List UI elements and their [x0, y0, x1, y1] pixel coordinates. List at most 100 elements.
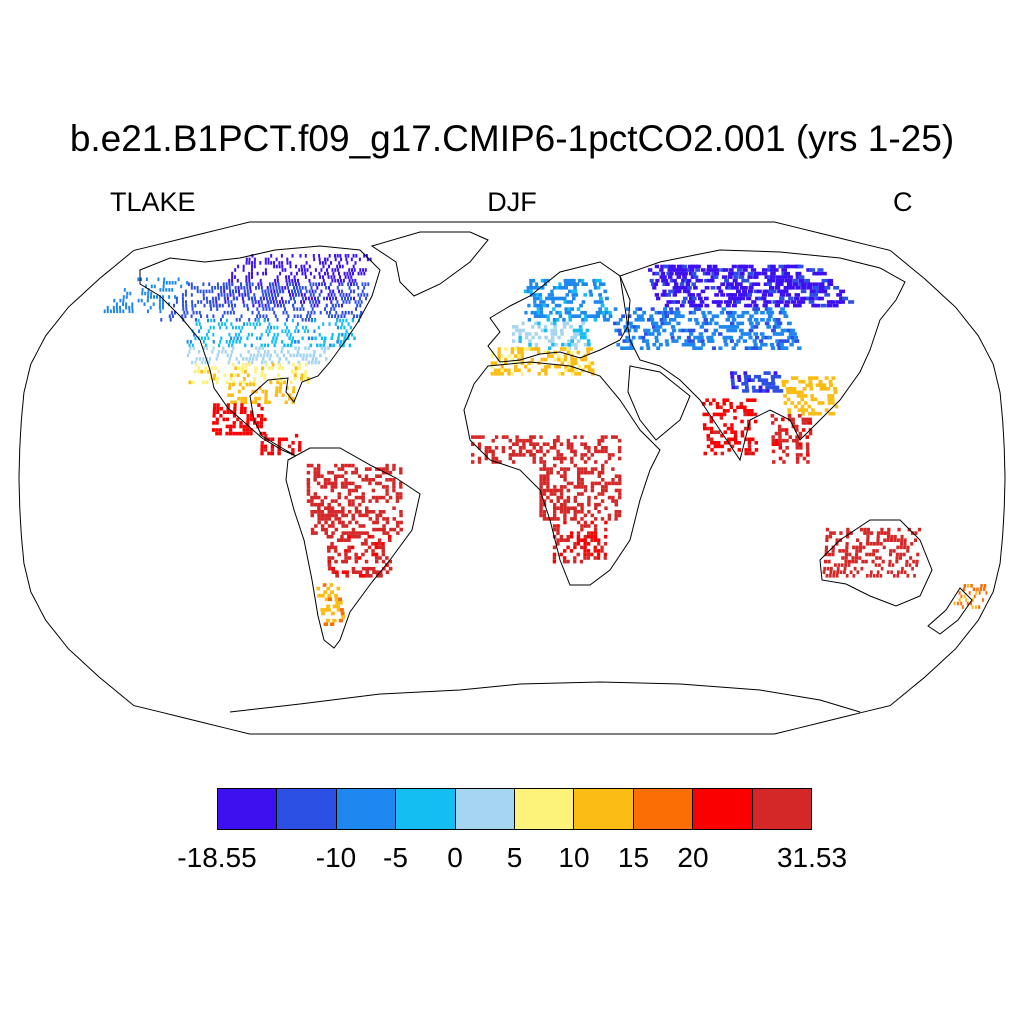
grid-cell — [507, 354, 511, 358]
grid-cell — [740, 296, 746, 301]
grid-cell — [727, 300, 732, 304]
grid-cell — [271, 340, 274, 344]
grid-cell — [246, 336, 249, 341]
grid-cell — [368, 481, 372, 486]
grid-cell — [247, 307, 249, 311]
grid-cell — [246, 414, 250, 418]
grid-cell — [592, 278, 596, 283]
grid-cell — [824, 545, 829, 550]
grid-cell — [637, 318, 642, 322]
grid-cell — [325, 310, 328, 315]
grid-cell — [298, 448, 302, 452]
grid-cell — [240, 403, 244, 407]
grid-cell — [598, 293, 602, 297]
grid-cell — [232, 346, 235, 350]
grid-cell — [354, 467, 358, 471]
grid-cell — [633, 328, 638, 333]
grid-cell — [678, 268, 684, 272]
grid-cell — [351, 570, 356, 574]
grid-cell — [515, 453, 519, 457]
grid-cell — [232, 424, 236, 429]
grid-cell — [981, 598, 984, 602]
grid-cell — [323, 350, 326, 354]
grid-cell — [843, 570, 846, 574]
grid-cell — [687, 328, 693, 333]
grid-cell — [261, 289, 264, 294]
grid-cell — [293, 373, 297, 378]
grid-cell — [333, 549, 338, 553]
grid-cell — [779, 389, 784, 393]
grid-cell — [595, 278, 599, 283]
grid-cell — [235, 340, 238, 344]
grid-cell — [820, 401, 825, 405]
grid-cell — [334, 278, 337, 283]
grid-cell — [917, 527, 922, 532]
grid-cell — [697, 339, 702, 343]
grid-cell — [341, 282, 344, 286]
grid-cell — [316, 481, 321, 486]
grid-cell — [359, 296, 361, 301]
grid-cell — [898, 556, 902, 560]
grid-cell — [808, 411, 812, 416]
grid-cell — [699, 325, 704, 329]
grid-cell — [580, 506, 584, 510]
grid-cell — [170, 310, 173, 315]
grid-cell — [358, 531, 363, 535]
grid-cell — [798, 275, 805, 279]
grid-cell — [847, 563, 851, 567]
grid-cell — [306, 488, 311, 493]
grid-cell — [228, 278, 231, 283]
grid-cell — [668, 275, 673, 279]
grid-cell — [542, 517, 547, 521]
grid-cell — [562, 318, 566, 322]
grid-cell — [395, 520, 400, 525]
grid-cell — [569, 278, 573, 283]
grid-cell — [572, 328, 577, 333]
grid-cell — [378, 556, 382, 560]
grid-cell — [313, 495, 318, 500]
grid-cell — [618, 492, 622, 496]
grid-cell — [718, 332, 723, 336]
grid-cell — [195, 357, 198, 361]
grid-cell — [568, 289, 572, 294]
grid-cell — [388, 559, 392, 564]
grid-cell — [246, 421, 250, 425]
grid-cell — [131, 302, 134, 306]
grid-cell — [341, 310, 344, 315]
grid-cell — [576, 538, 581, 542]
grid-cell — [363, 293, 366, 297]
grid-cell — [744, 437, 748, 442]
grid-cell — [546, 449, 550, 454]
grid-cell — [553, 463, 557, 468]
grid-cell — [320, 474, 324, 478]
grid-cell — [348, 278, 351, 283]
grid-cell — [761, 268, 768, 272]
grid-cell — [617, 446, 622, 450]
grid-cell — [510, 372, 515, 376]
grid-cell — [242, 431, 246, 436]
grid-cell — [774, 303, 781, 308]
grid-cell — [347, 545, 351, 550]
grid-cell — [212, 410, 216, 414]
grid-cell — [604, 534, 608, 539]
grid-cell — [287, 329, 290, 333]
grid-cell — [744, 382, 749, 386]
grid-cell — [717, 444, 721, 449]
grid-cell — [265, 271, 267, 276]
grid-cell — [756, 289, 762, 294]
grid-cell — [197, 369, 200, 374]
grid-cell — [539, 474, 543, 478]
grid-cell — [320, 502, 324, 507]
grid-cell — [719, 310, 725, 315]
grid-cell — [212, 332, 215, 337]
grid-cell — [198, 322, 201, 326]
grid-cell — [267, 303, 270, 308]
grid-cell — [360, 271, 363, 276]
grid-cell — [242, 424, 246, 429]
grid-cell — [215, 357, 218, 361]
grid-cell — [778, 300, 784, 304]
grid-cell — [695, 303, 700, 308]
grid-cell — [352, 314, 355, 318]
grid-cell — [119, 309, 122, 314]
grid-cell — [570, 456, 574, 461]
